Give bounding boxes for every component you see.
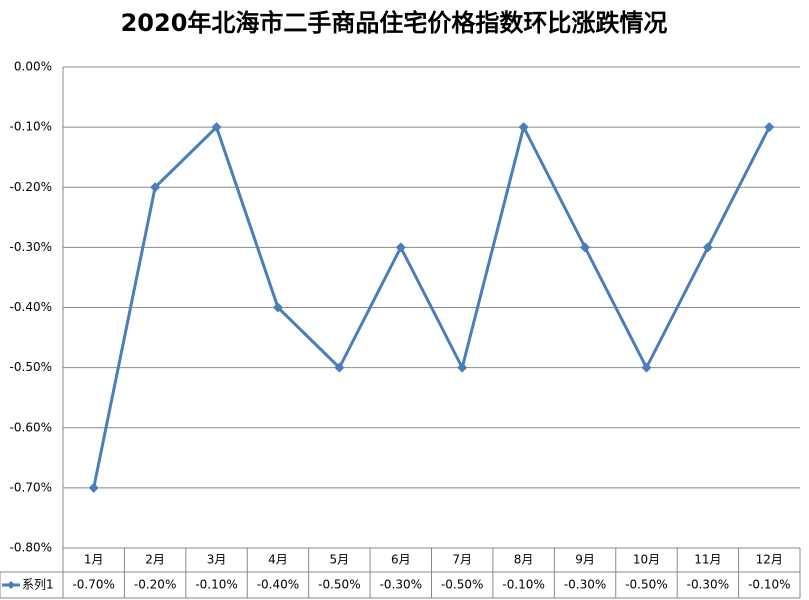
y-tick-label: -0.80% <box>10 541 52 555</box>
point-marker <box>764 122 775 133</box>
y-tick-label: -0.20% <box>10 180 52 194</box>
y-tick-label: -0.10% <box>10 120 52 134</box>
y-tick-label: -0.50% <box>10 360 52 374</box>
point-marker <box>334 362 345 373</box>
x-tick-label: 9月 <box>575 553 595 567</box>
y-tick-label: -0.30% <box>10 240 52 254</box>
y-tick-label: -0.70% <box>10 480 52 494</box>
point-marker <box>641 362 652 373</box>
table-value: -0.70% <box>72 578 114 592</box>
point-marker <box>395 242 406 253</box>
point-marker <box>150 182 161 193</box>
table-value: -0.50% <box>625 578 667 592</box>
x-tick-label: 4月 <box>268 553 288 567</box>
table-value: -0.30% <box>687 578 729 592</box>
point-marker <box>457 362 468 373</box>
x-tick-label: 10月 <box>633 553 660 567</box>
legend-label: 系列1 <box>22 578 54 592</box>
x-tick-label: 8月 <box>514 553 534 567</box>
point-marker <box>88 482 99 493</box>
table-value: -0.50% <box>441 578 483 592</box>
x-tick-label: 11月 <box>694 553 721 567</box>
chart-title: 2020年北海市二手商品住宅价格指数环比涨跌情况 <box>121 9 668 37</box>
point-marker <box>580 242 591 253</box>
legend-key-marker <box>7 581 15 589</box>
point-marker <box>702 242 713 253</box>
y-tick-label: 0.00% <box>14 60 52 74</box>
series-line <box>92 122 771 489</box>
x-tick-label: 6月 <box>391 553 411 567</box>
table-value: -0.10% <box>502 578 544 592</box>
point-marker <box>518 122 529 133</box>
x-tick-label: 5月 <box>330 553 350 567</box>
point-marker <box>272 302 283 313</box>
point-marker <box>211 122 222 133</box>
table-value: -0.30% <box>564 578 606 592</box>
x-tick-label: 2月 <box>145 553 165 567</box>
table-value: -0.20% <box>134 578 176 592</box>
table-value: -0.10% <box>748 578 790 592</box>
x-tick-label: 7月 <box>452 553 472 567</box>
x-tick-label: 3月 <box>207 553 227 567</box>
y-tick-label: -0.60% <box>10 420 52 434</box>
y-tick-label: -0.40% <box>10 300 52 314</box>
x-tick-label: 1月 <box>84 553 104 567</box>
table-value: -0.10% <box>195 578 237 592</box>
table-value: -0.30% <box>380 578 422 592</box>
table-value: -0.50% <box>318 578 360 592</box>
x-tick-label: 12月 <box>756 553 783 567</box>
table-value: -0.40% <box>257 578 299 592</box>
